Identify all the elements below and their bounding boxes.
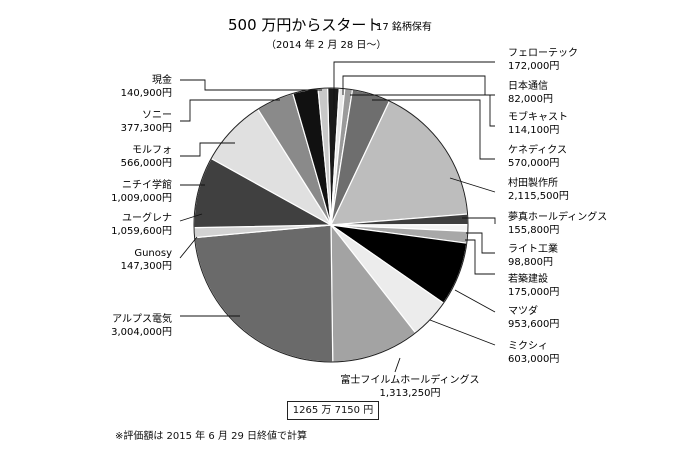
leader-line — [429, 319, 496, 346]
slice-label-name: ソニー — [142, 110, 172, 121]
chart-subtitle: （2014 年 2 月 28 日〜） — [266, 38, 386, 51]
slice-label-name: モルフォ — [132, 145, 172, 156]
slice-label-value: 1,059,600円 — [111, 226, 172, 237]
leader-line — [394, 357, 401, 373]
total-value-box: 1265 万 7150 円 — [287, 401, 379, 420]
slice-label-value: 147,300円 — [121, 261, 172, 272]
slice-label-name: 現金 — [152, 73, 172, 86]
slice-label-name: 若築建設 — [508, 272, 548, 285]
leader-line — [454, 289, 496, 313]
pie-outline — [193, 87, 469, 363]
slice-label-name: フェローテック — [508, 47, 578, 59]
slice-label-name: 富士フイルムホールディングス — [340, 373, 479, 386]
slice-label-value: 377,300円 — [121, 123, 172, 134]
slice-label-name: 日本通信 — [508, 79, 548, 92]
chart-title-suffix: 17 銘柄保有 — [376, 20, 432, 33]
chart-title: 500 万円からスタート — [228, 16, 381, 34]
leader-line — [350, 94, 495, 127]
slice-label-name: ライト工業 — [508, 242, 558, 255]
pie-slices — [193, 87, 469, 363]
slice-label-name: ミクシィ — [508, 340, 548, 352]
slice-label-name: ユーグレナ — [122, 211, 172, 224]
slice-label-value: 114,100円 — [508, 125, 559, 136]
leader-line — [465, 239, 495, 275]
slice-label-value: 603,000円 — [508, 354, 559, 365]
slice-label-value: 172,000円 — [508, 61, 559, 72]
slice-label-value: 155,800円 — [508, 225, 559, 236]
slice-label-name: ケネディクス — [508, 143, 567, 156]
slice-label-name: 村田製作所 — [508, 176, 558, 189]
leader-line — [180, 99, 280, 122]
leader-line — [449, 177, 496, 193]
leader-lines — [179, 61, 496, 373]
slice-label-value: 140,900円 — [121, 88, 172, 99]
leader-line — [372, 99, 495, 160]
slice-label-name: ニチイ学館 — [122, 178, 172, 191]
slice-label-value: 570,000円 — [508, 158, 559, 169]
leader-line — [180, 142, 235, 157]
leader-line — [462, 217, 496, 224]
slice-label-value: 566,000円 — [121, 158, 172, 169]
footnote: ※評価額は 2015 年 6 月 29 日終値で計算 — [115, 431, 307, 442]
slice-label-value: 953,600円 — [508, 319, 559, 330]
pie-slice — [193, 224, 334, 363]
leader-line — [179, 236, 198, 259]
slice-label-value: 1,313,250円 — [380, 388, 441, 399]
leader-line — [333, 61, 495, 110]
slice-label-name: マツダ — [508, 304, 538, 317]
slice-label-value: 98,800円 — [508, 257, 553, 268]
slice-label-value: 82,000円 — [508, 94, 553, 105]
chart-title-group: 500 万円からスタート 17 銘柄保有 （2014 年 2 月 28 日〜） — [228, 16, 432, 51]
leader-line — [179, 213, 203, 222]
slice-label-value: 1,009,000円 — [111, 193, 172, 204]
leader-line — [180, 79, 322, 91]
slice-label-name: 夢真ホールディングス — [508, 210, 607, 223]
slice-label-name: Gunosy — [134, 248, 172, 259]
slice-label-name: モブキャスト — [508, 110, 568, 123]
slice-label-value: 175,000円 — [508, 287, 559, 298]
slice-label-value: 3,004,000円 — [111, 327, 172, 338]
slice-label-name: アルプス電気 — [112, 312, 172, 325]
leader-line — [466, 232, 495, 254]
slice-label-value: 2,115,500円 — [508, 191, 569, 202]
